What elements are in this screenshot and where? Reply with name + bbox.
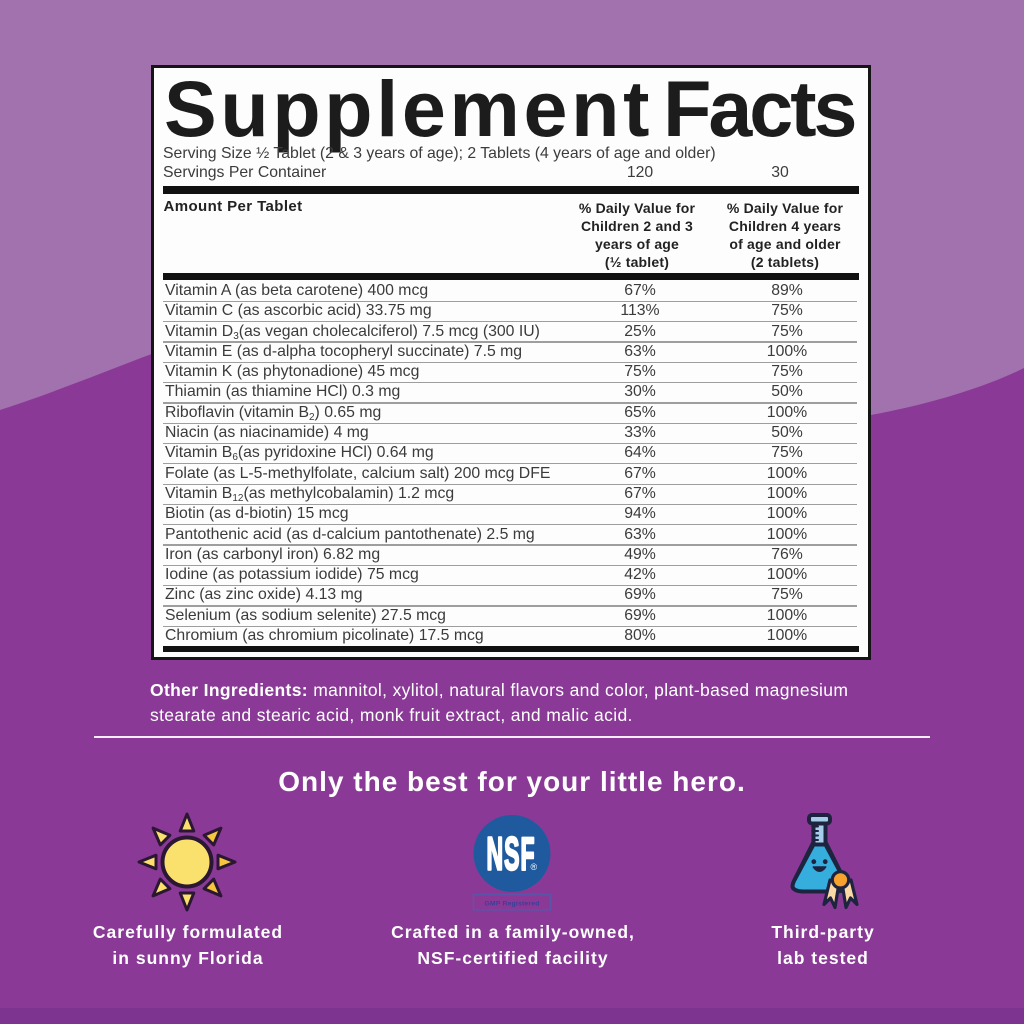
svg-text:GMP Registered: GMP Registered	[484, 901, 539, 908]
svg-text:NSF: NSF	[487, 828, 536, 880]
svg-text:®: ®	[531, 862, 538, 872]
